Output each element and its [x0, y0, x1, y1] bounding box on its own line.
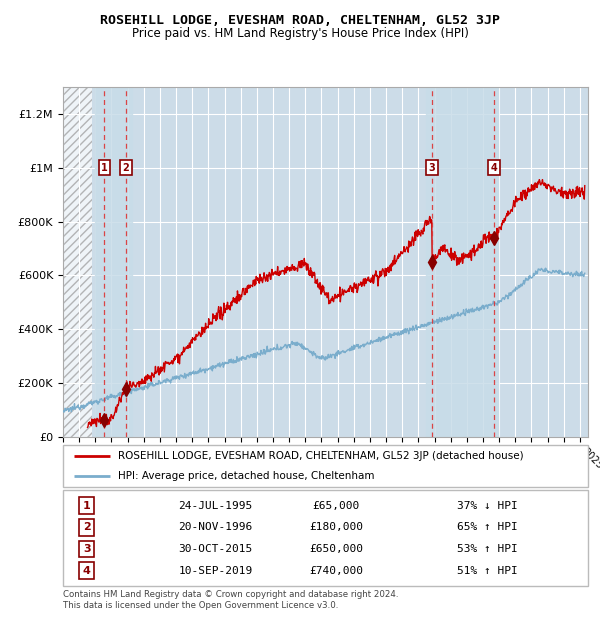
Text: HPI: Average price, detached house, Cheltenham: HPI: Average price, detached house, Chel… — [118, 471, 374, 481]
Text: £65,000: £65,000 — [313, 501, 359, 511]
Text: 2: 2 — [83, 522, 91, 533]
Text: 24-JUL-1995: 24-JUL-1995 — [179, 501, 253, 511]
Text: 37% ↓ HPI: 37% ↓ HPI — [457, 501, 517, 511]
FancyBboxPatch shape — [63, 445, 588, 487]
Text: Contains HM Land Registry data © Crown copyright and database right 2024.
This d: Contains HM Land Registry data © Crown c… — [63, 590, 398, 609]
Text: £650,000: £650,000 — [309, 544, 363, 554]
FancyBboxPatch shape — [63, 490, 588, 586]
Text: 2: 2 — [122, 162, 129, 172]
Bar — [95, 87, 133, 437]
Text: 65% ↑ HPI: 65% ↑ HPI — [457, 522, 517, 533]
Text: 3: 3 — [83, 544, 91, 554]
Text: ROSEHILL LODGE, EVESHAM ROAD, CHELTENHAM, GL52 3JP: ROSEHILL LODGE, EVESHAM ROAD, CHELTENHAM… — [100, 14, 500, 27]
Text: 20-NOV-1996: 20-NOV-1996 — [179, 522, 253, 533]
Text: Price paid vs. HM Land Registry's House Price Index (HPI): Price paid vs. HM Land Registry's House … — [131, 27, 469, 40]
Text: 4: 4 — [83, 565, 91, 575]
Text: 1: 1 — [101, 162, 108, 172]
Text: £180,000: £180,000 — [309, 522, 363, 533]
Text: 4: 4 — [491, 162, 497, 172]
Text: £740,000: £740,000 — [309, 565, 363, 575]
Text: 1: 1 — [83, 501, 91, 511]
Text: ROSEHILL LODGE, EVESHAM ROAD, CHELTENHAM, GL52 3JP (detached house): ROSEHILL LODGE, EVESHAM ROAD, CHELTENHAM… — [118, 451, 524, 461]
Text: 53% ↑ HPI: 53% ↑ HPI — [457, 544, 517, 554]
Text: 10-SEP-2019: 10-SEP-2019 — [179, 565, 253, 575]
Bar — [427, 87, 497, 437]
Text: 30-OCT-2015: 30-OCT-2015 — [179, 544, 253, 554]
Text: 3: 3 — [428, 162, 435, 172]
Text: 51% ↑ HPI: 51% ↑ HPI — [457, 565, 517, 575]
